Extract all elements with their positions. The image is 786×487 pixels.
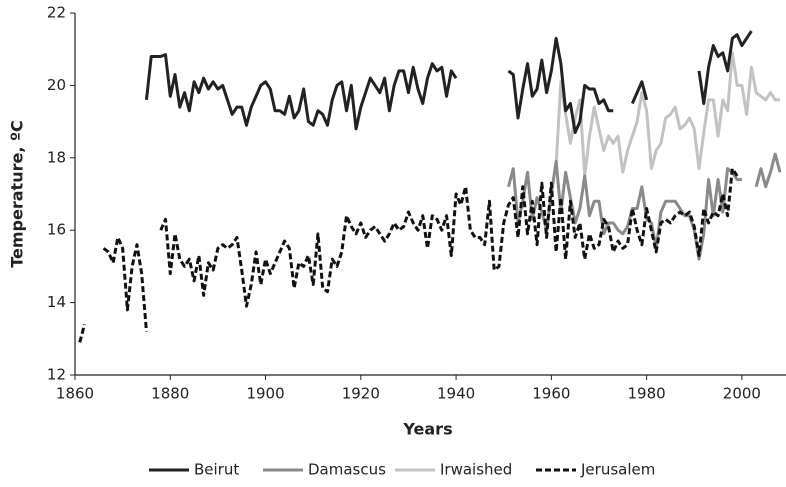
x-tick-label: 1980 [628, 385, 666, 403]
legend-label: Damascus [308, 461, 386, 479]
x-tick-label: 1880 [151, 385, 189, 403]
x-tick-label: 1940 [437, 385, 475, 403]
series-line [78, 167, 739, 343]
legend-label: Irwaished [440, 461, 512, 479]
y-tick-label: 20 [47, 76, 66, 94]
y-tick-label: 14 [47, 293, 66, 311]
series-line [144, 30, 753, 134]
x-tick-label: 1960 [532, 385, 570, 403]
x-tick-label: 1860 [56, 385, 94, 403]
x-axis-title: Years [402, 420, 452, 439]
y-tick-label: 18 [47, 148, 66, 166]
y-axis-title: Temperature, ºC [8, 120, 27, 268]
series-line [554, 51, 780, 178]
legend-label: Jerusalem [580, 461, 655, 479]
legend-label: Beirut [194, 461, 239, 479]
x-tick-label: 2000 [723, 385, 761, 403]
y-tick-label: 12 [47, 366, 66, 384]
y-tick-label: 16 [47, 221, 66, 239]
x-tick-label: 1900 [246, 385, 284, 403]
x-tick-label: 1920 [342, 385, 380, 403]
y-tick-label: 22 [47, 4, 66, 22]
